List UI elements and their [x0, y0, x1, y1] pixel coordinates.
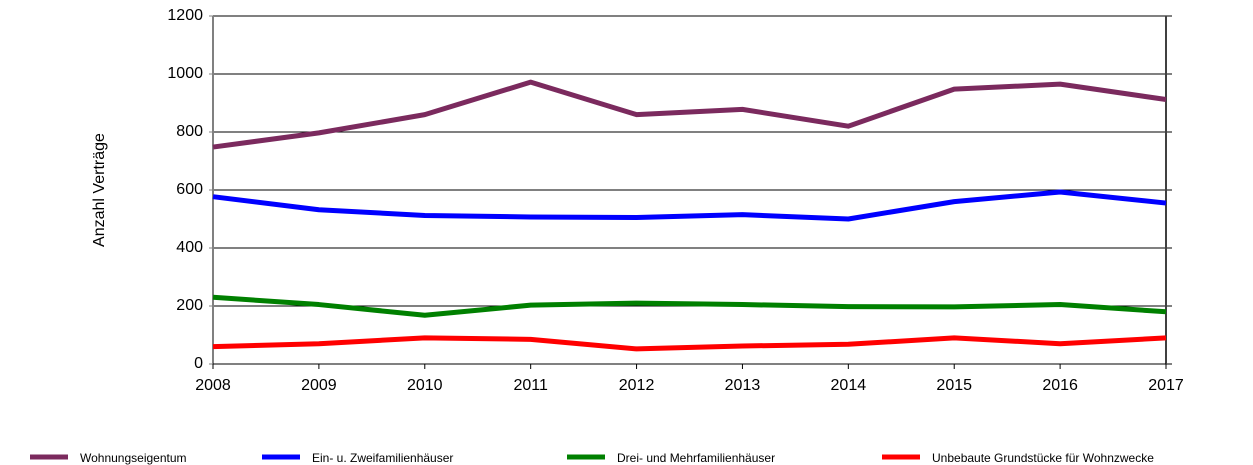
- y-tick-label: 400: [176, 239, 203, 256]
- x-tick-label: 2011: [513, 377, 548, 394]
- x-tick-label: 2010: [407, 377, 443, 394]
- x-tick-label: 2014: [831, 377, 867, 394]
- y-tick-label: 1200: [167, 7, 203, 24]
- x-tick-label: 2009: [301, 377, 337, 394]
- series-line: [212, 79, 1167, 150]
- legend-label: Ein- u. Zweifamilienhäuser: [312, 451, 453, 465]
- y-tick-label: 600: [176, 181, 203, 198]
- y-tick-label: 200: [176, 297, 203, 314]
- x-tick-label: 2017: [1148, 377, 1184, 394]
- y-tick-label: 1000: [167, 65, 203, 82]
- x-tick-label: 2015: [936, 377, 972, 394]
- series-line: [212, 335, 1167, 352]
- series-line: [212, 294, 1167, 318]
- legend-label: Drei- und Mehrfamilienhäuser: [617, 451, 775, 465]
- series-line: [212, 189, 1167, 222]
- x-tick-label: 2013: [725, 377, 761, 394]
- y-tick-label: 0: [194, 355, 203, 372]
- legend-label: Wohnungseigentum: [80, 451, 187, 465]
- x-tick-label: 2016: [1042, 377, 1078, 394]
- y-tick-label: 800: [176, 123, 203, 140]
- y-axis-label: Anzahl Verträge: [91, 133, 108, 247]
- x-tick-label: 2012: [619, 377, 655, 394]
- legend-label: Unbebaute Grundstücke für Wohnzwecke: [932, 451, 1154, 465]
- x-tick-label: 2008: [195, 377, 231, 394]
